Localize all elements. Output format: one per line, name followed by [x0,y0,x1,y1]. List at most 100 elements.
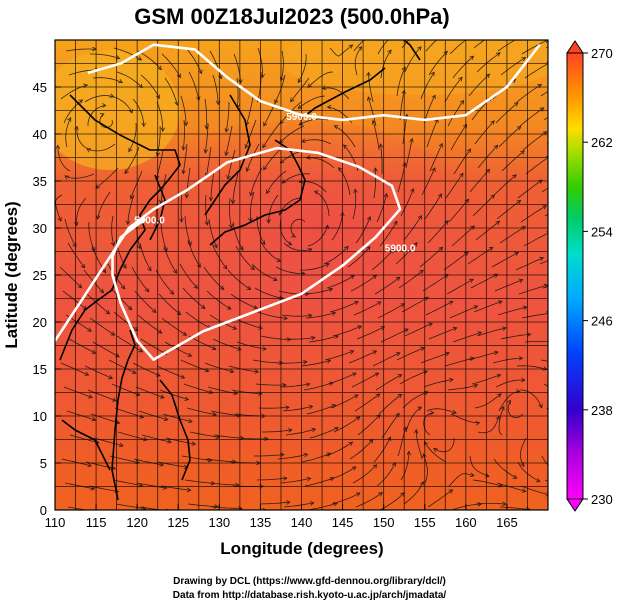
streamline-arrow [516,199,522,205]
streamline [419,247,443,268]
streamline [305,312,336,319]
streamline-arrow [233,390,239,396]
streamline-arrow [351,372,357,377]
streamline [84,95,114,103]
streamline [469,455,490,477]
streamline [259,501,290,505]
streamline [415,429,423,460]
streamline-arrow [224,151,229,157]
streamline [499,226,526,244]
streamline [187,239,201,268]
x-tick-label: 120 [126,515,148,530]
streamline-arrow [276,257,282,262]
streamline-arrow [402,162,407,167]
streamline [491,252,519,268]
streamline [62,290,87,310]
streamline [110,287,133,310]
streamline-arrow [67,117,72,122]
streamline-arrow [326,359,332,364]
streamline-arrow [262,346,267,351]
streamline [61,458,92,467]
streamline-arrow [105,309,111,315]
streamline [495,379,525,388]
streamline [156,365,185,379]
streamline-arrow [244,144,249,149]
streamline [210,170,215,201]
streamline-arrow [110,331,116,336]
streamline-arrow [367,96,372,101]
streamline-arrow [193,284,199,289]
streamline-arrow [448,300,454,305]
streamline-arrow [264,436,269,442]
streamline [452,55,474,79]
streamline-arrow [119,442,124,448]
streamline-arrow [383,192,389,198]
streamline [210,410,241,417]
streamline-arrow [512,174,517,179]
streamline [381,413,400,439]
streamline-arrow [297,78,302,84]
streamline-arrow [372,464,378,469]
streamline-arrow [64,175,69,180]
streamline [251,263,278,281]
streamline [423,379,454,388]
streamline [160,173,167,204]
streamline [353,301,382,316]
streamline-arrow [181,146,186,151]
streamline [323,246,349,265]
streamline-arrow [373,167,378,172]
streamline [209,50,222,79]
streamline-arrow [306,476,312,482]
streamline-arrow [266,219,271,224]
streamline-arrow [86,148,92,153]
streamline-arrow [291,233,296,238]
streamline-arrow [214,504,219,509]
y-tick-label: 35 [33,174,47,189]
streamline-arrow [501,326,507,331]
streamline-arrow [539,256,545,262]
streamline [254,454,284,457]
streamline [473,40,486,49]
streamline-arrow [263,121,268,127]
streamline-arrow [125,220,131,226]
streamline [425,301,453,316]
streamline-arrow [147,266,152,272]
streamline-arrow [144,287,150,293]
streamline-arrow [563,81,567,84]
streamline-arrow [262,507,267,510]
streamline-arrow [428,322,433,327]
streamline [184,215,192,246]
streamline-arrow [283,476,288,481]
streamline [330,394,359,409]
streamline [309,427,339,439]
streamline [422,274,449,292]
streamline [113,311,138,331]
x-axis-ticks: 110 115 120 125 130 135 140 145 150 155 160 165 [45,504,518,530]
streamline-arrow [297,104,303,110]
streamline [57,145,71,172]
streamline-arrow [502,501,507,507]
streamline-arrow [286,500,291,505]
streamline-arrow [538,179,543,184]
streamline-arrow [180,374,186,379]
streamline-arrow [139,414,145,419]
streamline-arrow [99,288,105,294]
y-tick-label: 40 [33,127,47,142]
streamline [398,269,424,289]
streamline-arrow [160,394,165,399]
streamline [279,218,292,246]
streamline-arrow [90,485,96,491]
streamline-arrow [287,428,293,433]
streamline-arrow [172,269,177,274]
streamline-arrow [308,404,314,410]
streamline [87,389,117,402]
streamline-arrow [535,478,541,483]
streamline-arrow [77,283,83,289]
streamline-arrow [374,372,380,377]
streamline [280,477,311,484]
streamline-arrow [555,432,558,436]
streamline [108,359,137,374]
streamline-arrow [184,396,190,401]
streamline-arrow [376,414,381,419]
streamline [421,167,436,196]
